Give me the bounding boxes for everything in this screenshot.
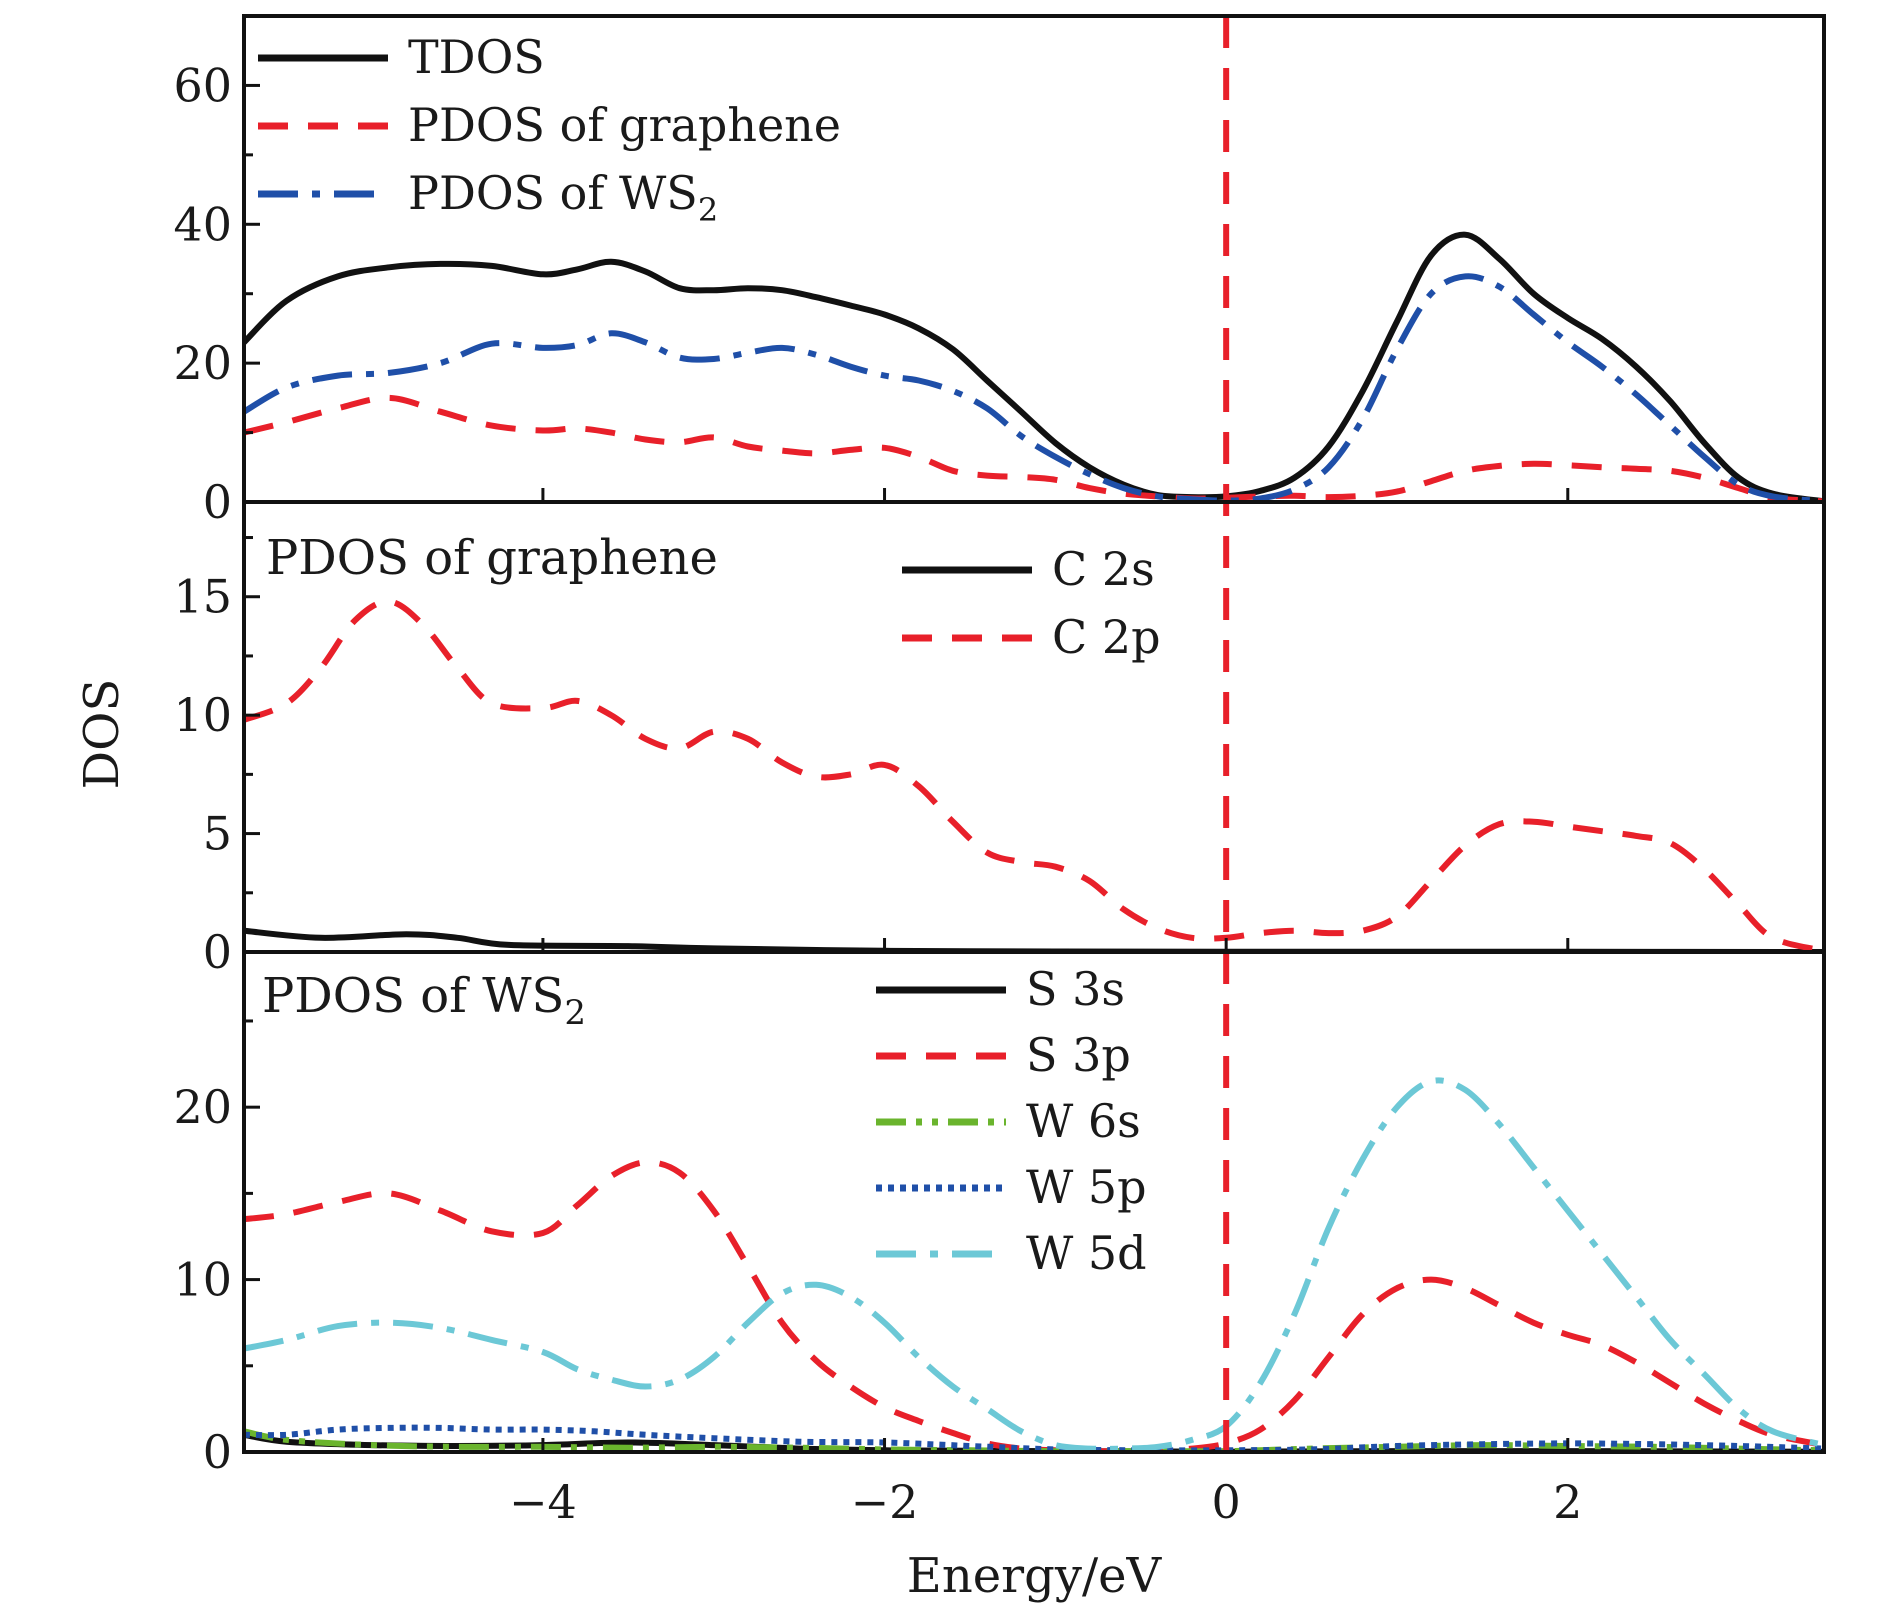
y-tick-label-total: 0 bbox=[203, 475, 232, 529]
x-axis-label: Energy/eV bbox=[907, 1548, 1163, 1604]
x-tick-label: 0 bbox=[1212, 1475, 1241, 1529]
x-tick-label: 2 bbox=[1553, 1475, 1582, 1529]
panel-total-dos: 0 20 40 60 TDOS PDOS of graphene PDOS of WS2 bbox=[173, 30, 1824, 529]
panel-label-graphene: PDOS of graphene bbox=[266, 530, 718, 586]
series-line-graphene-c-2s bbox=[244, 927, 1824, 952]
x-axis-ticks: −4 −2 0 2 bbox=[509, 1475, 1582, 1529]
y-tick-label-graphene: 0 bbox=[203, 925, 232, 979]
legend-label-tdos: TDOS bbox=[408, 30, 545, 84]
y-tick-label-ws2: 10 bbox=[173, 1253, 232, 1307]
legend-ws2-pdos: S 3s S 3p W 6s W 5p W 5d bbox=[876, 962, 1147, 1280]
legend-label-w-5d: W 5d bbox=[1026, 1226, 1147, 1280]
legend-graphene-pdos: C 2s C 2p bbox=[902, 542, 1161, 664]
panel-label-ws2: PDOS of WS2 bbox=[262, 968, 586, 1033]
series-line-total-pdos-of-graphene bbox=[244, 394, 1824, 502]
x-tick-label: −2 bbox=[851, 1475, 919, 1529]
panel-graphene-pdos: 0 5 10 15 PDOS of graphene C 2s C 2p bbox=[173, 530, 1824, 979]
legend-label-w-5p: W 5p bbox=[1026, 1160, 1147, 1214]
y-tick-label-total: 40 bbox=[173, 197, 232, 251]
y-tick-label-graphene: 10 bbox=[173, 688, 232, 742]
y-tick-label-ws2: 0 bbox=[203, 1425, 232, 1479]
series-line-ws2-w-5d bbox=[244, 1077, 1824, 1452]
y-tick-label-ws2: 20 bbox=[173, 1080, 232, 1134]
panel-ws2-pdos: 0 10 20 PDOS of WS2 S 3s S 3p W 6s W 5p W 5d bbox=[173, 962, 1824, 1479]
series-line-graphene-c-2p bbox=[244, 598, 1824, 952]
y-axis-label: DOS bbox=[74, 679, 130, 790]
legend-label-pdos-of-graphene: PDOS of graphene bbox=[408, 98, 841, 152]
series-line-ws2-w-5p bbox=[244, 1424, 1824, 1452]
x-tick-label: −4 bbox=[509, 1475, 577, 1529]
legend-label-s-3s: S 3s bbox=[1026, 962, 1125, 1016]
axes-frame bbox=[242, 14, 1826, 1454]
y-tick-label-graphene: 5 bbox=[203, 807, 232, 861]
legend-label-c-2s: C 2s bbox=[1052, 542, 1155, 596]
legend-label-c-2p: C 2p bbox=[1052, 610, 1161, 664]
y-tick-label-graphene: 15 bbox=[173, 570, 232, 624]
y-tick-label-total: 60 bbox=[173, 58, 232, 112]
legend-total-dos: TDOS PDOS of graphene PDOS of WS2 bbox=[258, 30, 841, 229]
series-line-total-tdos bbox=[244, 231, 1824, 502]
y-tick-label-total: 20 bbox=[173, 336, 232, 390]
legend-label-w-6s: W 6s bbox=[1026, 1094, 1141, 1148]
legend-label-s-3p: S 3p bbox=[1026, 1028, 1131, 1082]
legend-label-pdos-of-ws: PDOS of WS2 bbox=[408, 166, 718, 229]
